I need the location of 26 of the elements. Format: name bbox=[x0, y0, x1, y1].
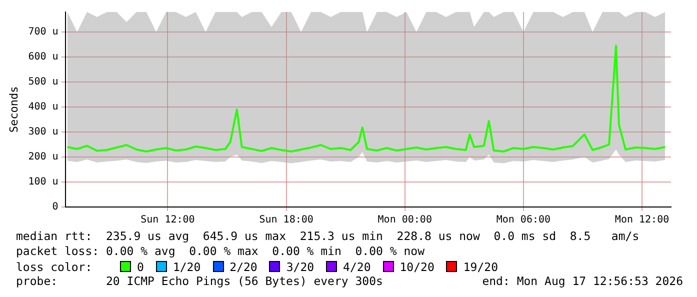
x-tick-label: Mon 12:00 bbox=[614, 214, 670, 226]
x-tick-label: Mon 06:00 bbox=[496, 214, 551, 226]
y-tick-label: 0 bbox=[52, 202, 58, 213]
x-tick-label: Sun 18:00 bbox=[259, 214, 314, 226]
x-tick-label: Mon 00:00 bbox=[378, 214, 432, 226]
text: median rtt: 235.9 us avg 645.9 us max 215.3 us min 228.8 us now 0.0 ms sd 8.5 am/s bbox=[16, 229, 640, 244]
text: end: Mon Aug 17 12:56:53 2026 bbox=[482, 274, 683, 289]
y-tick-label: 400 u bbox=[28, 102, 58, 113]
y-tick-label: 600 u bbox=[28, 52, 58, 63]
legend-label: 19/20 bbox=[463, 260, 498, 274]
text: probe: 20 ICMP Echo Pings (56 Bytes) every 300s bbox=[16, 274, 383, 289]
y-tick-label: 500 u bbox=[28, 76, 58, 88]
legend-label: 4/20 bbox=[343, 260, 371, 274]
legend-title: loss color: bbox=[16, 260, 94, 274]
legend-label: 1/20 bbox=[172, 260, 201, 274]
y-tick-label: 700 u bbox=[28, 26, 58, 38]
y-axis-title: Seconds bbox=[7, 86, 20, 133]
text: packet loss: 0.00 % avg 0.00 % max 0.00 % min 0.00 % now bbox=[16, 244, 426, 259]
legend-label: 3/20 bbox=[286, 260, 314, 274]
y-tick-label: 200 u bbox=[28, 152, 58, 163]
x-tick-label: Sun 12:00 bbox=[140, 214, 195, 226]
y-tick-label: 300 u bbox=[28, 126, 58, 138]
legend-label: 0 bbox=[137, 260, 144, 274]
y-tick-label: 100 u bbox=[28, 176, 58, 188]
legend-label: 2/20 bbox=[230, 260, 258, 274]
legend-label: 10/20 bbox=[400, 260, 434, 274]
